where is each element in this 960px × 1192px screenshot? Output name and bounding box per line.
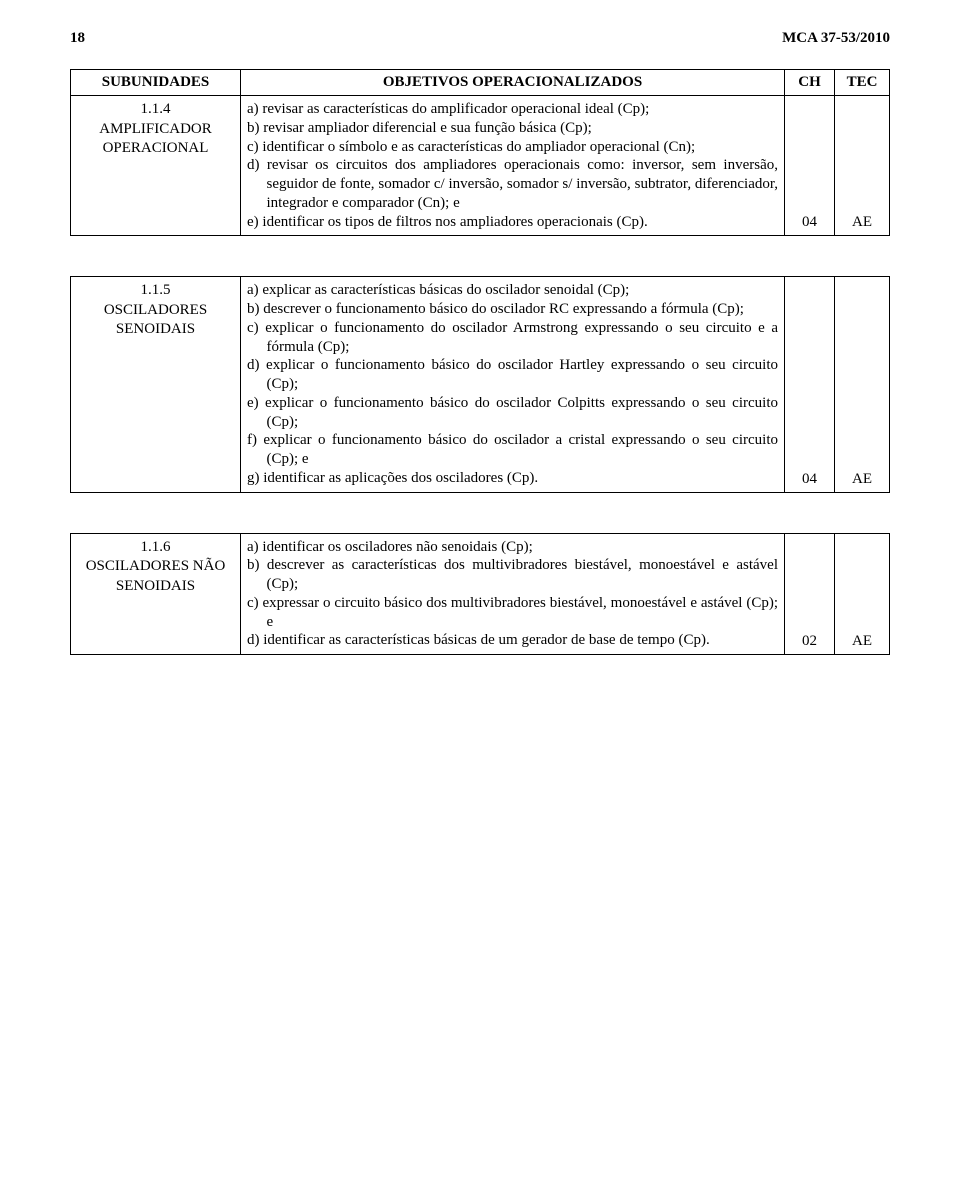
table-row: 1.1.4 AMPLIFICADOR OPERACIONAL a) revisa… <box>71 96 890 236</box>
objective-item: g) identificar as aplicações dos oscilad… <box>247 469 778 488</box>
table-1-1-6: 1.1.6 OSCILADORES NÃO SENOIDAIS a) ident… <box>70 533 890 656</box>
subunit-title-line: OSCILADORES NÃO <box>77 557 234 577</box>
subunit-title-line: AMPLIFICADOR <box>77 120 234 140</box>
subunit-cell: 1.1.5 OSCILADORES SENOIDAIS <box>71 277 241 492</box>
table-1-1-5: 1.1.5 OSCILADORES SENOIDAIS a) explicar … <box>70 276 890 492</box>
subunit-title-line: SENOIDAIS <box>77 577 234 597</box>
tec-cell: AE <box>835 533 890 655</box>
tec-cell: AE <box>835 277 890 492</box>
objective-item: d) identificar as características básica… <box>247 631 778 650</box>
page-number: 18 <box>70 30 85 47</box>
header-ch: CH <box>785 70 835 96</box>
subunit-cell: 1.1.4 AMPLIFICADOR OPERACIONAL <box>71 96 241 236</box>
table-header-row: SUBUNIDADES OBJETIVOS OPERACIONALIZADOS … <box>71 70 890 96</box>
subunit-cell: 1.1.6 OSCILADORES NÃO SENOIDAIS <box>71 533 241 655</box>
objectives-cell: a) explicar as características básicas d… <box>241 277 785 492</box>
objective-item: e) explicar o funcionamento básico do os… <box>247 394 778 432</box>
objective-item: e) identificar os tipos de filtros nos a… <box>247 213 778 232</box>
subunit-code: 1.1.5 <box>77 281 234 301</box>
objectives-cell: a) identificar os osciladores não senoid… <box>241 533 785 655</box>
objective-item: a) explicar as características básicas d… <box>247 281 778 300</box>
subunit-title-line: OPERACIONAL <box>77 139 234 159</box>
objective-item: a) revisar as características do amplifi… <box>247 100 778 119</box>
table-row: 1.1.5 OSCILADORES SENOIDAIS a) explicar … <box>71 277 890 492</box>
header-objetivos: OBJETIVOS OPERACIONALIZADOS <box>241 70 785 96</box>
doc-reference: MCA 37-53/2010 <box>782 30 890 47</box>
objective-item: c) expressar o circuito básico dos multi… <box>247 594 778 632</box>
ch-cell: 04 <box>785 277 835 492</box>
subunit-title-line: SENOIDAIS <box>77 320 234 340</box>
header-tec: TEC <box>835 70 890 96</box>
tec-cell: AE <box>835 96 890 236</box>
ch-cell: 04 <box>785 96 835 236</box>
objective-item: c) identificar o símbolo e as caracterís… <box>247 138 778 157</box>
objective-item: b) descrever o funcionamento básico do o… <box>247 300 778 319</box>
subunit-code: 1.1.6 <box>77 538 234 558</box>
objective-item: d) explicar o funcionamento básico do os… <box>247 356 778 394</box>
subunit-title-line: OSCILADORES <box>77 301 234 321</box>
objective-item: f) explicar o funcionamento básico do os… <box>247 431 778 469</box>
objective-item: c) explicar o funcionamento do oscilador… <box>247 319 778 357</box>
table-row: 1.1.6 OSCILADORES NÃO SENOIDAIS a) ident… <box>71 533 890 655</box>
table-1-1-4: SUBUNIDADES OBJETIVOS OPERACIONALIZADOS … <box>70 69 890 236</box>
objective-item: b) descrever as características dos mult… <box>247 556 778 594</box>
ch-cell: 02 <box>785 533 835 655</box>
objective-item: a) identificar os osciladores não senoid… <box>247 538 778 557</box>
objective-item: d) revisar os circuitos dos ampliadores … <box>247 156 778 212</box>
subunit-code: 1.1.4 <box>77 100 234 120</box>
objective-item: b) revisar ampliador diferencial e sua f… <box>247 119 778 138</box>
page-header: 18 MCA 37-53/2010 <box>70 30 890 47</box>
objectives-cell: a) revisar as características do amplifi… <box>241 96 785 236</box>
header-subunidades: SUBUNIDADES <box>71 70 241 96</box>
